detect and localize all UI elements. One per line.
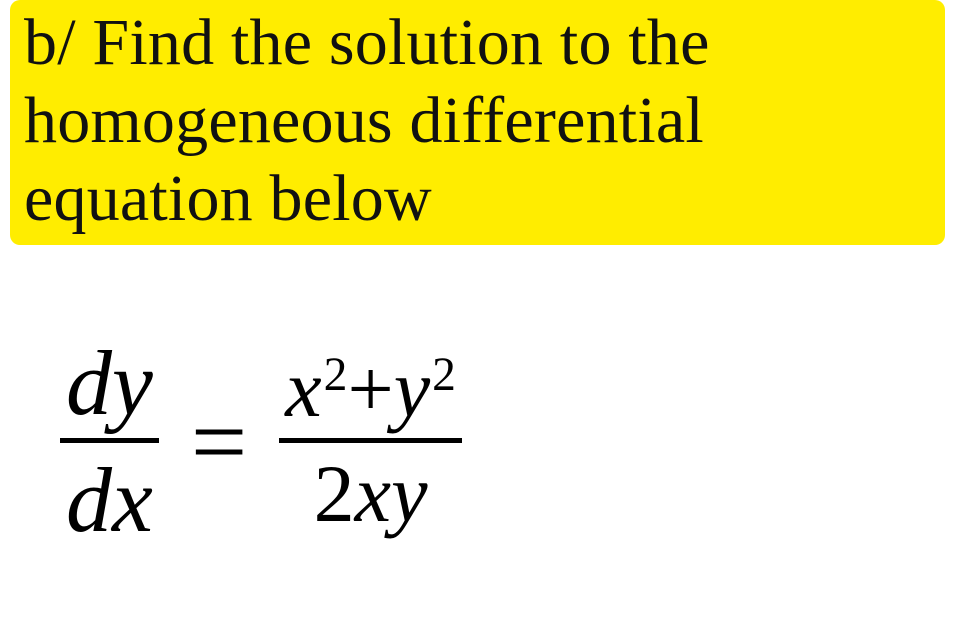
exp-1: 2 [322, 349, 348, 401]
var-y: y [391, 448, 427, 539]
rhs-denominator: 2xy [279, 438, 462, 541]
rhs-numerator: x2+y2 [279, 342, 462, 438]
rhs-fraction: x2+y2 2xy [279, 342, 462, 541]
lhs-denominator: dx [60, 438, 159, 553]
equation: dy dx = x2+y2 2xy [60, 330, 462, 553]
coef-2: 2 [314, 448, 355, 539]
term-y: y [394, 343, 430, 434]
lhs-fraction: dy dx [60, 330, 159, 553]
lhs-numerator: dy [60, 330, 159, 438]
var-x: x [355, 448, 391, 539]
equals-sign: = [163, 384, 275, 499]
exp-2: 2 [430, 349, 456, 401]
term-x: x [285, 343, 321, 434]
problem-statement: b/ Find the solution to the homogeneous … [24, 4, 944, 238]
page: b/ Find the solution to the homogeneous … [0, 0, 960, 639]
plus-sign: + [347, 343, 393, 434]
